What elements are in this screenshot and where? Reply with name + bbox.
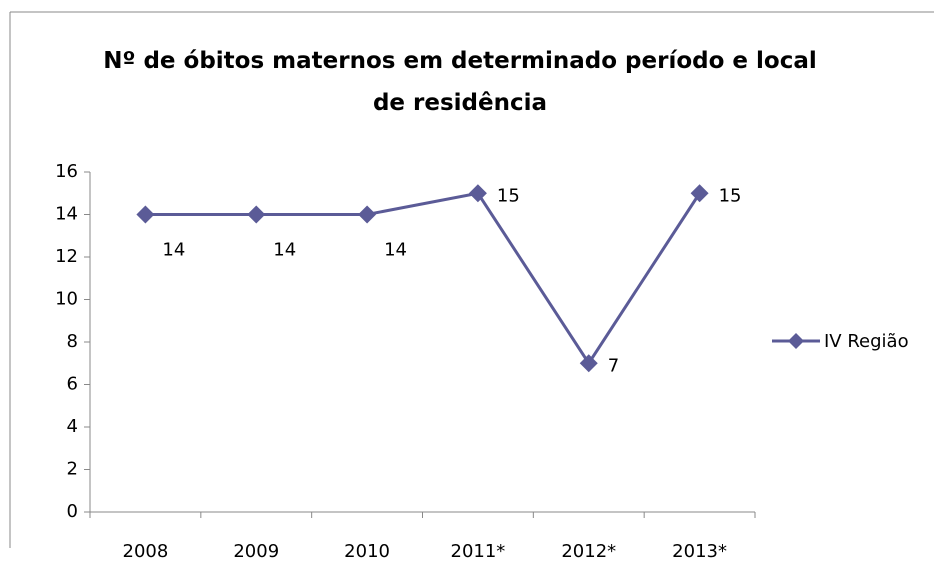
y-tick-label: 16 bbox=[55, 161, 78, 182]
x-tick-label: 2010 bbox=[344, 541, 390, 562]
y-tick-label: 8 bbox=[67, 331, 78, 352]
data-label: 15 bbox=[497, 185, 520, 206]
data-label: 14 bbox=[273, 240, 296, 261]
x-tick-label: 2012* bbox=[561, 541, 616, 562]
data-label: 7 bbox=[608, 355, 619, 376]
chart-title: Nº de óbitos maternos em determinado per… bbox=[103, 48, 817, 116]
series-line bbox=[145, 191, 701, 366]
legend-marker bbox=[788, 333, 804, 349]
x-tick-label: 2011* bbox=[451, 541, 506, 562]
y-tick-label: 4 bbox=[67, 416, 78, 437]
data-label: 15 bbox=[719, 185, 742, 206]
marker bbox=[690, 184, 709, 203]
data-label: 14 bbox=[384, 240, 407, 261]
y-tick-label: 6 bbox=[67, 374, 78, 395]
x-tick-label: 2008 bbox=[123, 541, 169, 562]
marker bbox=[358, 205, 377, 224]
y-tick-label: 2 bbox=[67, 459, 78, 480]
data-label: 14 bbox=[162, 240, 185, 261]
x-tick-label: 2009 bbox=[233, 541, 279, 562]
y-tick-label: 10 bbox=[55, 289, 78, 310]
y-tick-label: 14 bbox=[55, 204, 78, 225]
marker bbox=[579, 354, 598, 373]
marker bbox=[247, 205, 266, 224]
x-tick-label: 2013* bbox=[672, 541, 727, 562]
y-tick-label: 12 bbox=[55, 246, 78, 267]
legend-label: IV Região bbox=[824, 331, 909, 352]
marker bbox=[468, 184, 487, 203]
y-tick-label: 0 bbox=[67, 501, 78, 522]
marker bbox=[136, 205, 155, 224]
